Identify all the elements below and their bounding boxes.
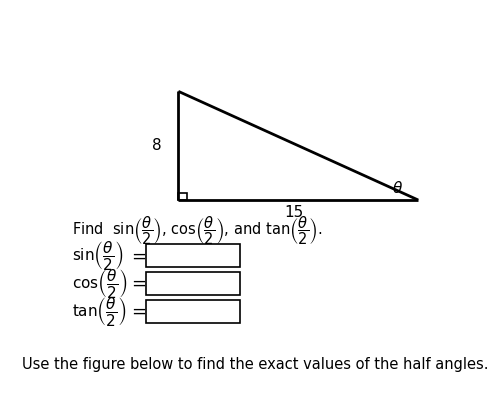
Text: $=$: $=$: [128, 274, 147, 292]
Text: $=$: $=$: [128, 302, 147, 320]
Bar: [146, 271, 240, 295]
Text: 15: 15: [285, 205, 304, 220]
Text: θ: θ: [392, 181, 402, 196]
Text: $\tan\!\left(\dfrac{\theta}{2}\right)$: $\tan\!\left(\dfrac{\theta}{2}\right)$: [72, 295, 127, 328]
Bar: [146, 244, 240, 267]
Text: $\sin\!\left(\dfrac{\theta}{2}\right)$: $\sin\!\left(\dfrac{\theta}{2}\right)$: [72, 239, 124, 272]
Bar: [146, 300, 240, 323]
Text: $\cos\!\left(\dfrac{\theta}{2}\right)$: $\cos\!\left(\dfrac{\theta}{2}\right)$: [72, 266, 127, 300]
Bar: [178, 193, 187, 200]
Text: $=$: $=$: [128, 247, 147, 265]
Text: Find  $\sin\!\left(\dfrac{\theta}{2}\right)$, $\cos\!\left(\dfrac{\theta}{2}\rig: Find $\sin\!\left(\dfrac{\theta}{2}\righ…: [72, 214, 323, 247]
Text: 8: 8: [152, 138, 162, 153]
Text: Use the figure below to find the exact values of the half angles.: Use the figure below to find the exact v…: [22, 356, 489, 371]
